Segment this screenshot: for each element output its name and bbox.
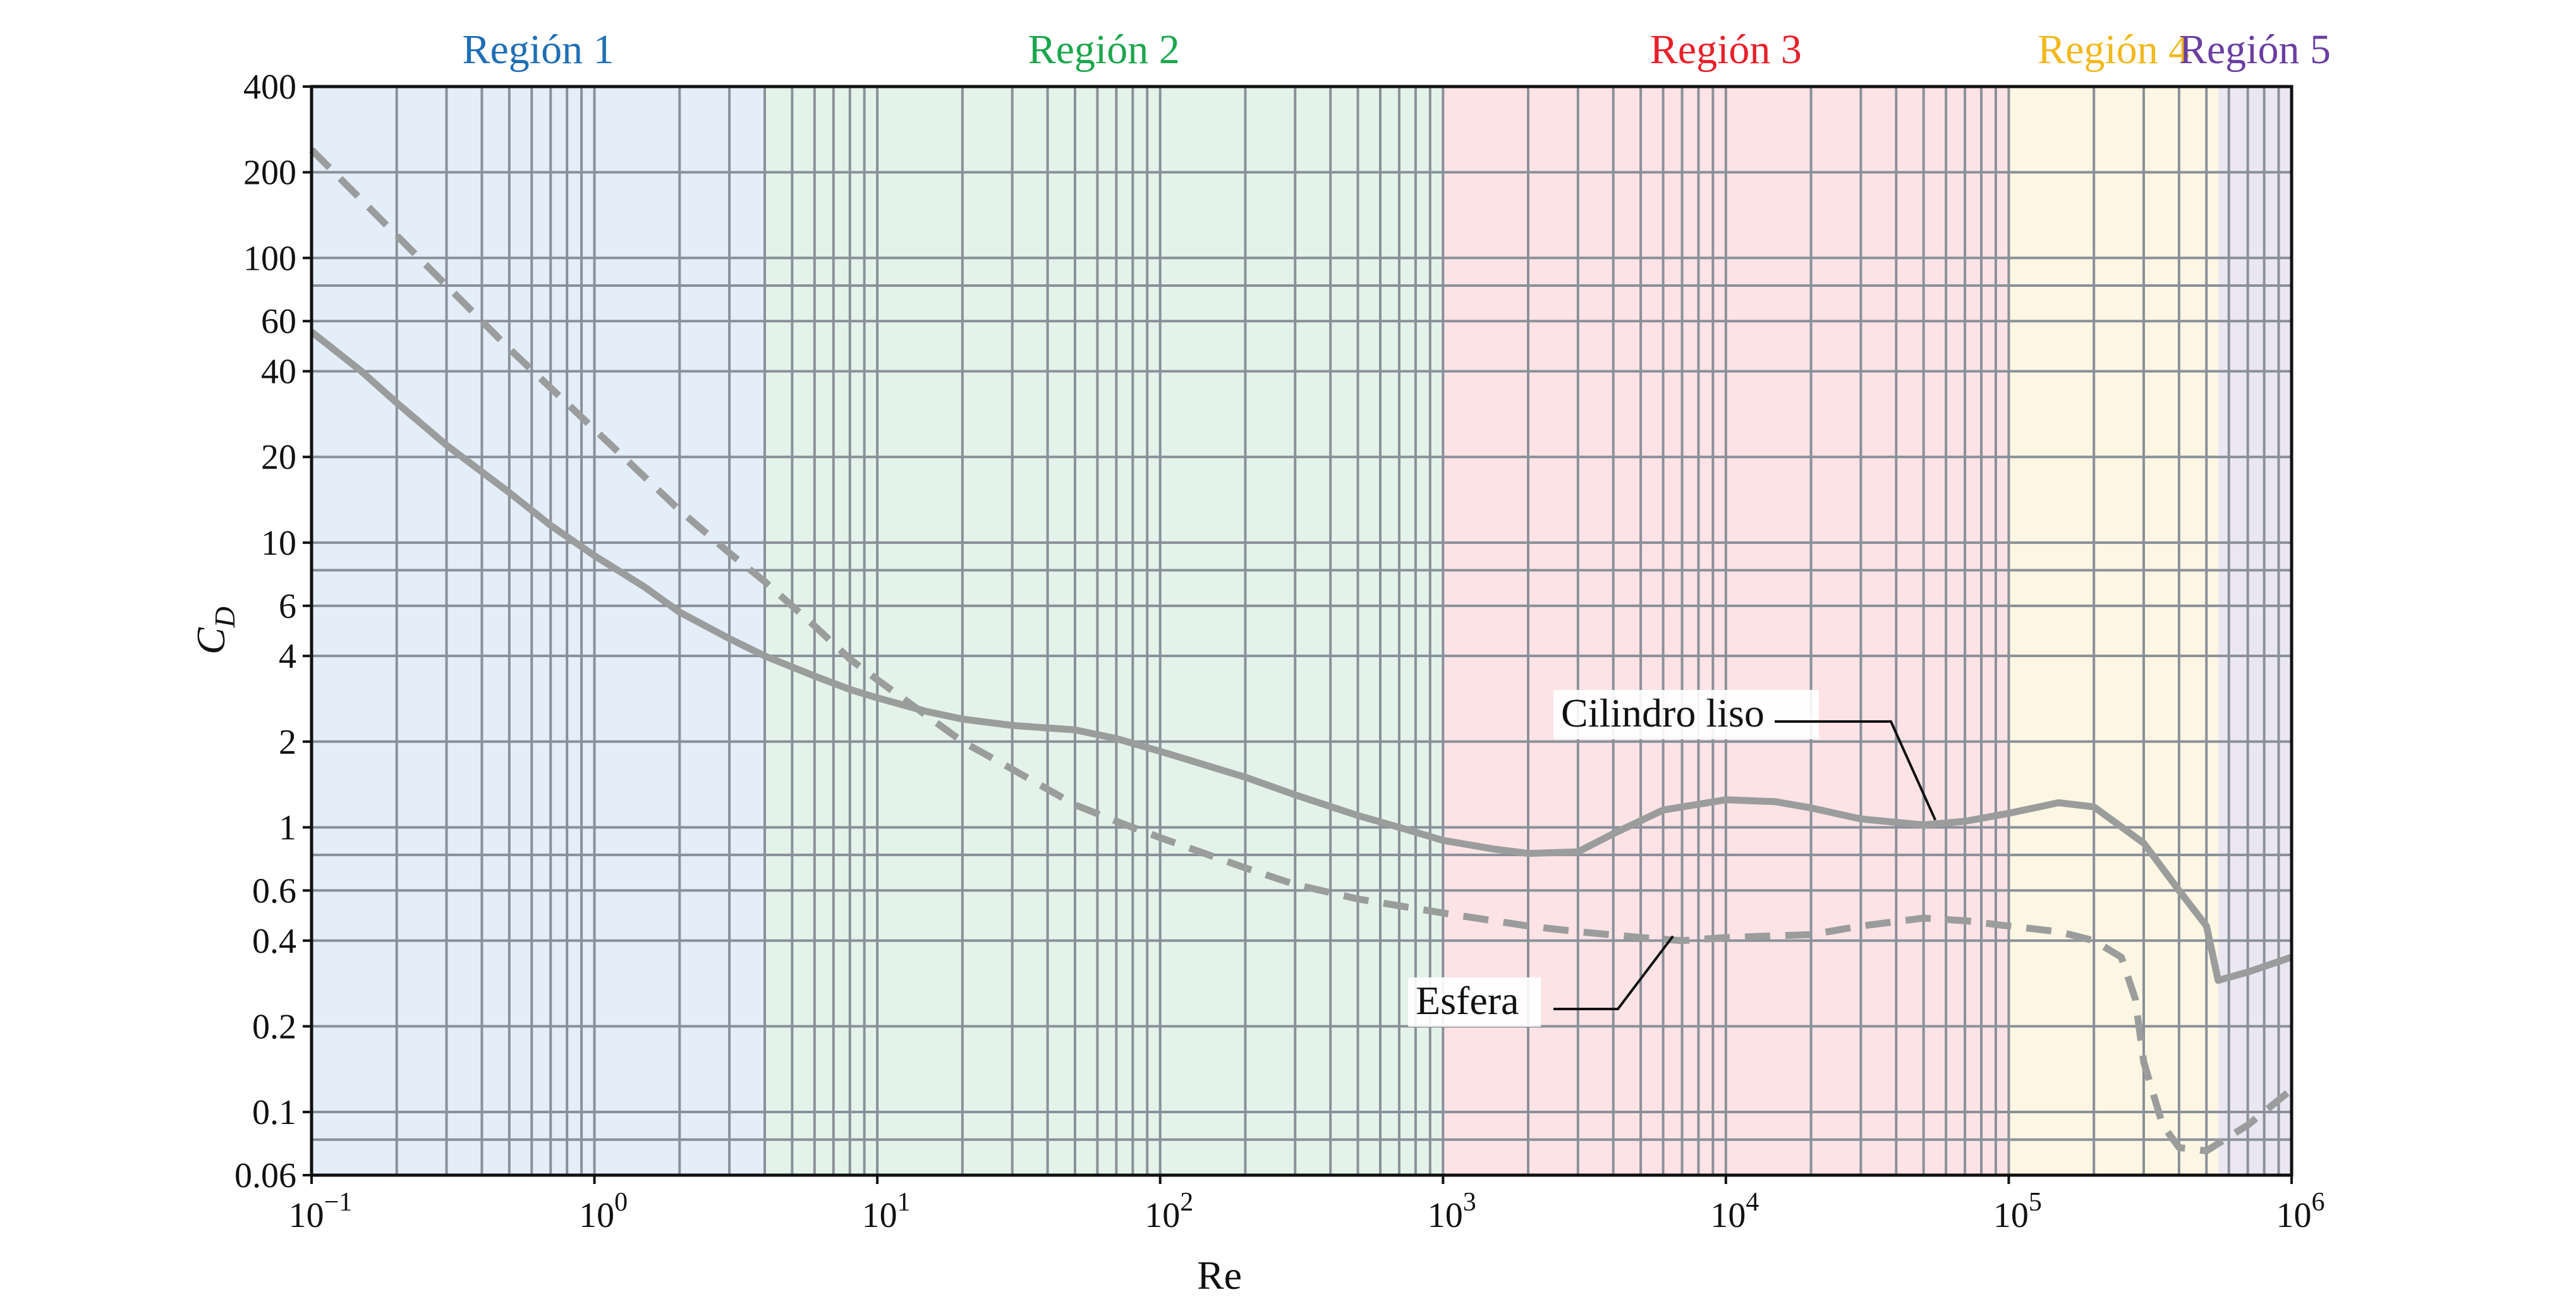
annotation-leader-esfera <box>1553 935 1674 1010</box>
y-axis-title: CD <box>188 607 241 655</box>
x-axis-title: Re <box>1197 1253 1242 1298</box>
plot-frame <box>310 85 2293 1177</box>
x-tick-label: 100 <box>579 1188 628 1235</box>
x-tick-label: 103 <box>1428 1188 1476 1235</box>
region-band-region-1 <box>312 87 765 1175</box>
y-tick-label: 0.6 <box>252 871 296 910</box>
x-tick-label: 10−1 <box>289 1188 353 1235</box>
annotation-cilindro-liso: Cilindro liso <box>1561 691 1765 735</box>
x-tick-label: 106 <box>2276 1188 2325 1235</box>
x-tick-label: 105 <box>1993 1188 2042 1235</box>
data-series <box>309 147 2294 1155</box>
region-label-region-2: Región 2 <box>1028 27 1180 73</box>
y-tick-label: 400 <box>243 68 296 107</box>
y-tick-label: 0.1 <box>252 1093 296 1132</box>
grid-lines <box>312 85 2292 1176</box>
annotation-esfera: Esfera <box>1416 978 1519 1023</box>
y-tick-label: 0.06 <box>234 1156 296 1195</box>
region-band-region-2 <box>765 87 1443 1175</box>
axes: 4002001006040201064210.60.40.20.10.0610−… <box>188 68 2325 1298</box>
annotation-leader-cilindro-liso <box>1775 720 1937 821</box>
y-tick-label: 200 <box>243 154 296 193</box>
x-tick-label: 104 <box>1710 1188 1759 1235</box>
y-tick-label: 6 <box>279 587 296 626</box>
y-tick-label: 100 <box>243 239 296 278</box>
y-tick-label: 10 <box>261 524 296 563</box>
x-tick-label: 102 <box>1145 1188 1193 1235</box>
y-tick-label: 2 <box>279 723 296 762</box>
y-tick-label: 20 <box>261 438 296 477</box>
y-tick-label: 1 <box>279 808 296 847</box>
region-label-region-4: Región 4 <box>2038 27 2189 73</box>
y-tick-label: 40 <box>261 353 296 392</box>
annotation-backdrop <box>1408 977 1541 1027</box>
series-line-cilindro-liso <box>309 329 2293 984</box>
y-tick-label: 60 <box>261 302 296 341</box>
y-tick-label: 0.4 <box>252 922 296 961</box>
region-label-region-3: Región 3 <box>1650 27 1802 73</box>
series-line-esfera <box>309 147 2294 1155</box>
x-tick-label: 101 <box>862 1188 911 1235</box>
region-label-region-1: Región 1 <box>462 27 614 73</box>
region-band-region-4 <box>2008 87 2218 1175</box>
region-label-region-5: Región 5 <box>2179 27 2331 73</box>
y-tick-label: 4 <box>279 637 296 676</box>
annotations: Cilindro liso Esfera <box>1408 690 1937 1027</box>
annotation-backdrop <box>1553 690 1819 739</box>
y-tick-label: 0.2 <box>252 1007 296 1046</box>
